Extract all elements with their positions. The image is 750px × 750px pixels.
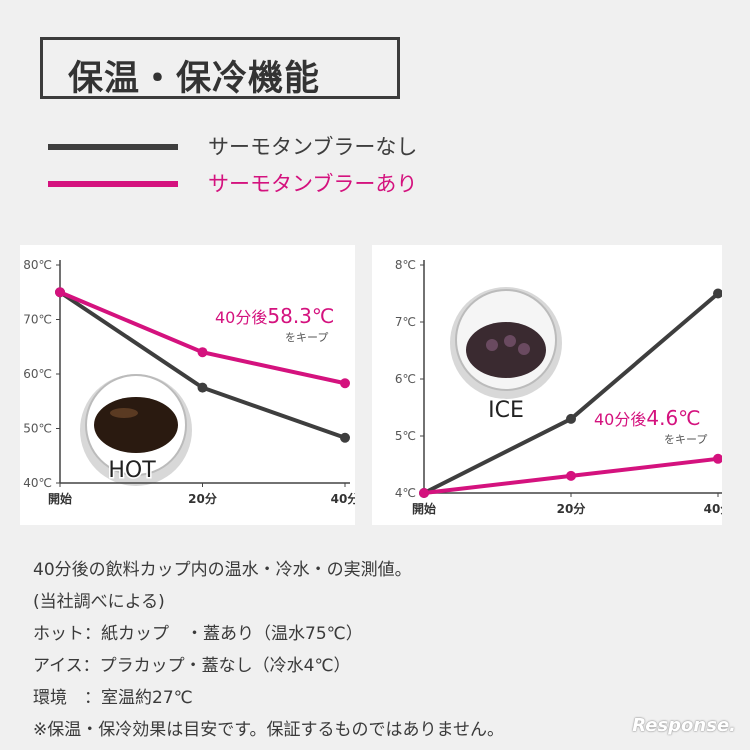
watermark-logo: Response.	[632, 715, 736, 736]
annotation-suffix: をキープ	[664, 433, 707, 446]
x-tick-label: 40分	[331, 491, 355, 506]
photo-label: HOT	[108, 458, 156, 483]
data-point	[55, 287, 65, 298]
y-tick-label: 40℃	[23, 476, 52, 490]
photo-label: ICE	[488, 398, 524, 423]
data-point	[197, 382, 208, 393]
y-tick-label: 6℃	[395, 372, 416, 386]
annotation-value: 58.3℃	[267, 304, 334, 328]
y-tick-label: 70℃	[23, 313, 52, 327]
hot-photo	[80, 374, 192, 486]
chart-hot: 80℃ 70℃ 60℃ 50℃ 40℃開始 20分 40分 40分後58.3℃ をキープ HOT	[23, 258, 359, 506]
note-line-2: (当社調べによる)	[33, 592, 165, 612]
annotation-prefix: 40分後	[594, 410, 646, 429]
annotation-value: 4.6℃	[646, 406, 700, 430]
note-line-4: アイス：プラカップ・蓋なし（冷水4℃）	[33, 656, 351, 676]
data-point	[713, 453, 723, 464]
x-tick-label: 20分	[188, 491, 217, 506]
legend-swatch-without	[48, 144, 178, 150]
y-tick-label: 4℃	[395, 486, 416, 500]
x-tick-label: 20分	[557, 501, 586, 516]
annotation-text: 40分後4.6℃	[594, 406, 701, 430]
note-line-1: 40分後の飲料カップ内の温水・冷水・の実測値。	[33, 560, 412, 580]
data-point	[566, 413, 576, 424]
data-point	[419, 488, 429, 498]
data-point	[713, 288, 723, 299]
data-point	[340, 432, 350, 443]
data-point	[340, 378, 350, 389]
note-line-3: ホット：紙カップ ・蓋あり（温水75℃）	[33, 624, 363, 644]
title-box: 保温・保冷機能	[40, 37, 400, 99]
x-tick-label: 開始	[48, 491, 72, 506]
legend-swatch-with	[48, 181, 178, 187]
page-title: 保温・保冷機能	[68, 59, 321, 99]
y-tick-label: 80℃	[23, 258, 52, 272]
ice-photo	[450, 287, 562, 399]
y-tick-label: 50℃	[23, 422, 52, 436]
chart-hot-panel: 80℃ 70℃ 60℃ 50℃ 40℃ 開始 20分 40分 40分後58.3℃ をキープ HOT	[20, 245, 359, 525]
y-tick-label: 5℃	[395, 429, 416, 443]
chart-ice: 8℃ 7℃ 6℃ 5℃ 4℃開始 20分 40分 40分後4.6℃ をキープ ICE	[395, 258, 732, 516]
x-tick-label: 40分	[704, 501, 722, 516]
annotation-text: 40分後58.3℃	[215, 304, 334, 328]
annotation-prefix: 40分後	[215, 308, 267, 327]
y-tick-label: 8℃	[395, 258, 416, 272]
annotation-suffix: をキープ	[285, 331, 328, 344]
chart-ice-panel: 8℃ 7℃ 6℃ 5℃ 4℃開始 20分 40分 40分後4.6℃ をキープ ICE	[372, 245, 732, 525]
note-line-6: ※保温・保冷効果は目安です。保証するものではありません。	[33, 720, 505, 740]
data-point	[566, 470, 576, 481]
legend-label-without: サーモタンブラーなし	[208, 135, 418, 159]
y-tick-label: 7℃	[395, 315, 416, 329]
data-point	[197, 347, 208, 358]
x-tick-label: 開始	[412, 501, 436, 516]
y-tick-label: 60℃	[23, 367, 52, 381]
note-line-5: 環境 ：室温約27℃	[33, 688, 193, 708]
legend-label-with: サーモタンブラーあり	[208, 172, 418, 196]
